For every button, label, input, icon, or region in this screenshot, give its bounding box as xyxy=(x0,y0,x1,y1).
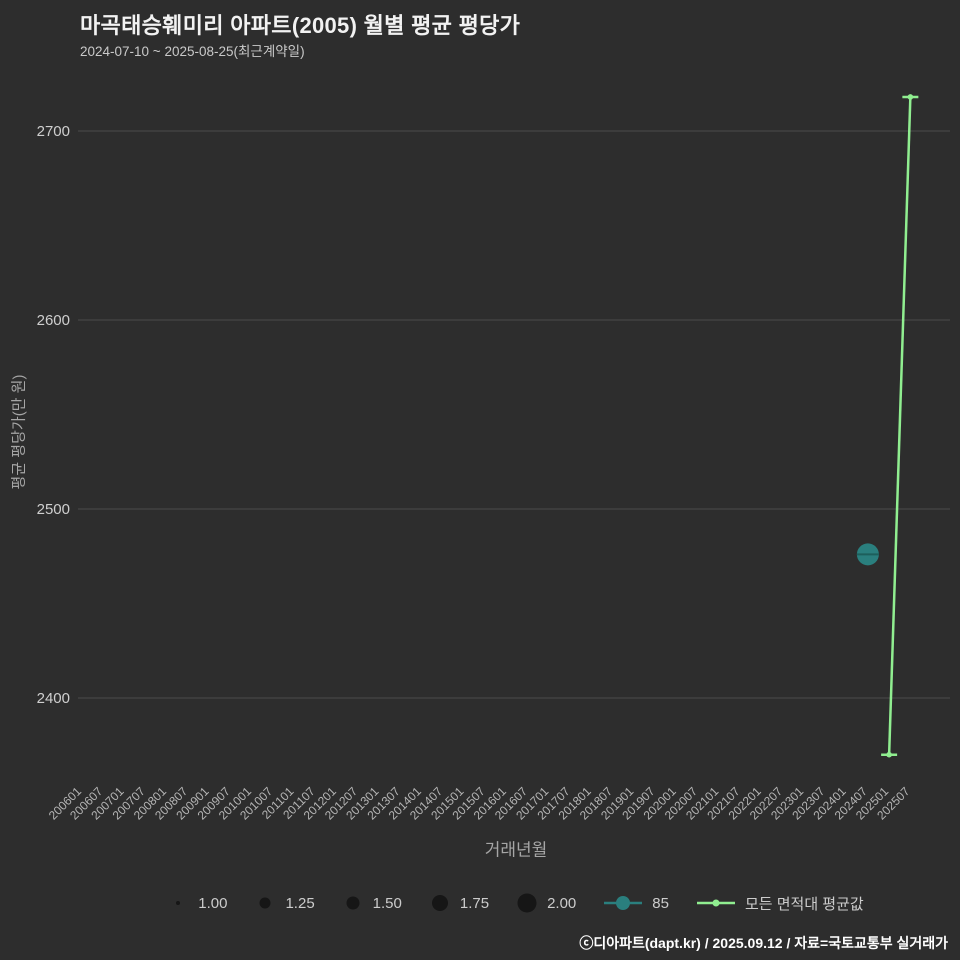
series-marker-icon xyxy=(604,896,643,910)
series-line-avg xyxy=(887,96,912,755)
legend-size-item[interactable]: 1.50 xyxy=(341,892,402,914)
legend-label: 2.00 xyxy=(547,894,577,912)
legend-series-item[interactable]: 85 xyxy=(602,893,669,913)
y-axis-title: 평균 평당가(만 원) xyxy=(10,374,28,490)
data-point[interactable] xyxy=(907,94,914,100)
size-circle-icon xyxy=(346,896,360,910)
legend-label: 1.25 xyxy=(285,894,315,912)
size-circle-icon xyxy=(431,895,448,911)
y-tick-label: 2400 xyxy=(37,690,70,707)
footer-credit: ⓒ디아파트(dapt.kr) / 2025.09.12 / 자료=국토교통부 실… xyxy=(579,935,948,951)
legend-size-item[interactable]: 2.00 xyxy=(515,892,576,914)
legend-size-item[interactable]: 1.75 xyxy=(428,892,489,914)
size-circle-icon xyxy=(259,897,271,909)
y-tick-label: 2500 xyxy=(37,501,70,518)
chart-svg: 2400250026002700200601200607200701200707… xyxy=(37,94,950,822)
legend-label: 1.50 xyxy=(372,894,402,912)
chart-title: 마곡태승훼미리 아파트(2005) 월별 평균 평당가 xyxy=(80,13,521,38)
legend-size-item[interactable]: 1.00 xyxy=(166,892,227,914)
legend-label: 1.75 xyxy=(459,894,490,912)
legend: 1.00 1.25 1.50 1.75 2.00 85 모든 면적대 평균값 xyxy=(0,892,960,914)
x-axis-title: 거래년월 xyxy=(484,840,548,860)
chart-subtitle: 2024-07-10 ~ 2025-08-25(최근계약일) xyxy=(80,44,305,59)
legend-label: 1.00 xyxy=(198,894,228,912)
legend-label: 85 xyxy=(652,894,669,912)
legend-series-item[interactable]: 모든 면적대 평균값 xyxy=(695,893,864,914)
y-tick-label: 2600 xyxy=(37,312,70,329)
size-circle-icon xyxy=(176,901,181,905)
y-tick-label: 2700 xyxy=(37,123,70,140)
legend-size-item[interactable]: 1.25 xyxy=(253,892,315,914)
data-point[interactable] xyxy=(886,751,892,758)
series-marker-icon xyxy=(696,899,735,907)
size-circle-icon xyxy=(517,893,537,913)
legend-label: 모든 면적대 평균값 xyxy=(744,895,864,913)
